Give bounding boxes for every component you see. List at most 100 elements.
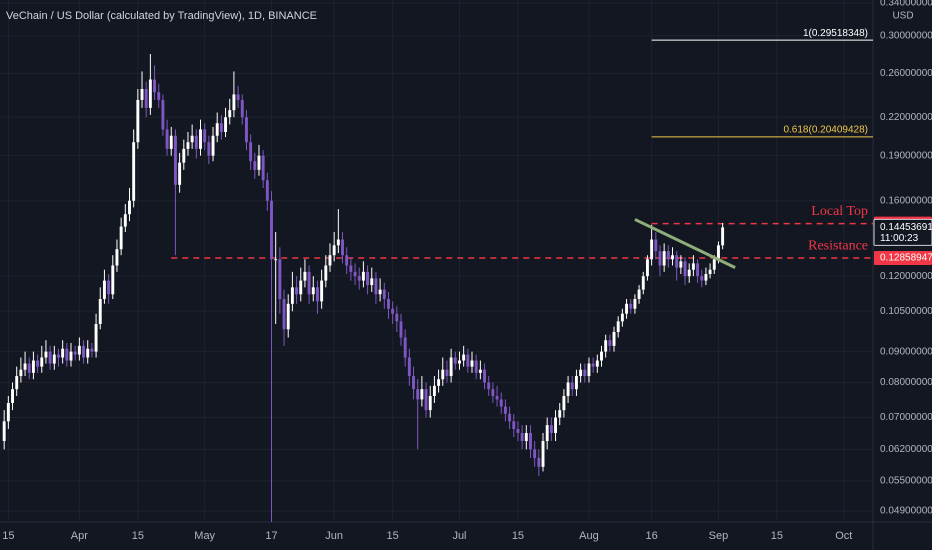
candle-body: [591, 363, 595, 367]
candle-body: [416, 389, 420, 400]
candle-body: [320, 280, 324, 302]
candle-body: [503, 406, 507, 414]
candle-body: [524, 432, 528, 442]
candle-body: [675, 255, 679, 268]
candle-body: [286, 303, 290, 330]
candle-body: [520, 432, 524, 442]
candle-body: [474, 360, 478, 373]
candle-body: [86, 348, 90, 358]
candle-body: [483, 369, 486, 383]
candle-body: [533, 449, 537, 458]
candle-body: [307, 271, 311, 295]
candle-body: [432, 385, 436, 396]
candle-body: [441, 369, 445, 380]
candle-body: [194, 135, 198, 149]
candle-body: [545, 425, 549, 442]
y-tick-label: 0.05500000: [880, 475, 932, 486]
price-badge-label: 0.12858947: [880, 253, 932, 264]
candle-body: [295, 287, 299, 295]
candle-body: [178, 162, 182, 185]
candle-body: [633, 299, 637, 309]
candle-body: [119, 226, 123, 250]
candle-body: [620, 313, 624, 322]
y-tick-label: 0.06200000: [880, 444, 932, 455]
candle-body: [278, 259, 282, 300]
candle-body: [232, 94, 236, 111]
candle-body: [249, 142, 253, 162]
candle-body: [207, 142, 211, 156]
candle-body: [299, 280, 303, 295]
candle-body: [144, 89, 148, 108]
candle-body: [282, 299, 286, 330]
x-tick-label: May: [194, 530, 215, 542]
candle-body: [111, 265, 115, 295]
candle-body: [696, 263, 700, 277]
candle-body: [257, 155, 261, 170]
candle-body: [48, 351, 52, 364]
candle-body: [453, 357, 457, 364]
chart-title: VeChain / US Dollar (calculated by Tradi…: [6, 10, 317, 22]
candle-body: [558, 410, 562, 418]
candle-body: [236, 94, 240, 100]
candle-body: [549, 425, 553, 433]
candle-body: [40, 357, 44, 367]
candle-body: [203, 129, 207, 143]
candle-body: [687, 269, 691, 277]
candle-body: [173, 135, 177, 185]
candle-body: [132, 142, 136, 201]
candle-body: [240, 99, 244, 118]
candle-body: [641, 276, 645, 290]
candle-body: [529, 432, 532, 450]
candle-body: [508, 413, 512, 422]
unit-label: USD: [892, 11, 913, 22]
candle-body: [366, 271, 370, 286]
marks: [2, 39, 873, 522]
candle-body: [650, 239, 654, 260]
fib-label: 0.618(0.20409428): [783, 125, 868, 136]
last-price-badge: [873, 218, 932, 246]
price-badge: [874, 251, 932, 266]
candle-body: [61, 348, 65, 358]
candle-body: [345, 255, 349, 266]
x-tick-label: Jul: [452, 530, 466, 542]
candle-body: [654, 239, 658, 252]
candle-body: [478, 369, 482, 373]
candle-body: [94, 323, 98, 352]
y-tick-label: 0.12000000: [880, 271, 932, 282]
candle-body: [428, 395, 432, 411]
candle-body: [107, 280, 111, 295]
candle-body: [708, 269, 712, 275]
y-tick-label: 0.26000000: [880, 68, 932, 79]
candle-body: [19, 369, 23, 377]
candle-body: [115, 249, 119, 266]
candle-body: [332, 245, 336, 256]
candle-body: [407, 357, 411, 377]
x-tick-label: 15: [2, 530, 14, 542]
candle-body: [186, 142, 190, 149]
candle-body: [361, 271, 365, 281]
candle-body: [666, 251, 670, 260]
candle-body: [566, 382, 570, 396]
candle-body: [679, 261, 683, 268]
candle-body: [52, 354, 56, 364]
candle-body: [265, 180, 269, 201]
candle-body: [303, 271, 307, 281]
candle-body: [15, 376, 19, 390]
candle-body: [374, 278, 378, 295]
x-tick-label: 15: [132, 530, 144, 542]
candle-body: [604, 340, 608, 352]
y-tick-label: 0.34000000: [880, 0, 932, 9]
candle-body: [148, 79, 152, 108]
candle-body: [579, 369, 583, 377]
candle-body: [541, 441, 545, 467]
y-tick-label: 0.30000000: [880, 31, 932, 42]
candle-body: [562, 395, 566, 411]
candle-body: [253, 161, 257, 170]
x-tick-label: 15: [512, 530, 524, 542]
candle-body: [102, 280, 106, 300]
candle-body: [353, 271, 357, 277]
trendline: [634, 218, 736, 269]
candle-body: [378, 289, 382, 295]
x-tick-label: Oct: [835, 530, 852, 542]
